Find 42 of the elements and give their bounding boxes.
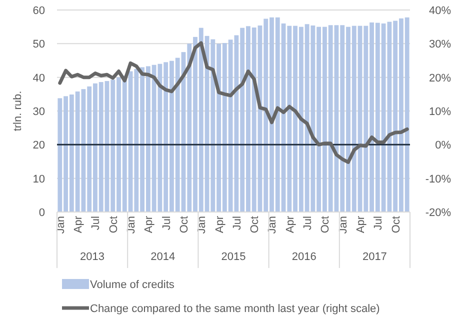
- text: 2013: [80, 251, 105, 263]
- text: 2017: [362, 251, 387, 263]
- y-tick-label: 30: [32, 106, 45, 118]
- y2-tick-label: 40%: [428, 5, 452, 17]
- y2-tick-label: -10%: [425, 173, 452, 186]
- x-tick-label: Apr: [355, 216, 368, 234]
- x-tick-label: Oct: [178, 216, 190, 234]
- y-tick-label: 60: [32, 5, 45, 17]
- legend-label: Change compared to the same month last year (right scale): [90, 303, 380, 315]
- x-tick-label: Oct: [108, 216, 120, 234]
- legend-label: Volume of credits: [90, 279, 175, 291]
- y-tick-label: 0: [38, 207, 45, 219]
- x-tick-label: Oct: [320, 216, 332, 234]
- x-tick-label: Jan: [126, 216, 138, 234]
- x-tick-label: Jan: [266, 216, 279, 234]
- x-tick-label: Apr: [72, 216, 85, 234]
- x-tick-label: Jan: [196, 216, 208, 234]
- y-tick-label: 10: [32, 173, 45, 186]
- text: 2016: [292, 251, 316, 263]
- x-tick-label: Jan: [337, 216, 350, 234]
- x-tick-label: Oct: [249, 216, 262, 234]
- text: 2015: [221, 251, 246, 263]
- line-series: [58, 41, 409, 164]
- x-tick-label: Jul: [302, 216, 314, 230]
- y2-tick-label: 0%: [435, 140, 452, 152]
- y-axis-title: trln. rub.: [12, 90, 24, 132]
- y-tick-label: 20: [32, 140, 45, 152]
- x-tick-label: Jul: [90, 216, 102, 230]
- x-tick-label: Apr: [214, 216, 226, 234]
- y2-tick-label: -20%: [425, 207, 452, 219]
- x-tick-label: Apr: [284, 216, 296, 234]
- x-tick-label: Jul: [160, 216, 173, 230]
- y-tick-label: 40: [32, 72, 45, 84]
- x-tick-label: Oct: [390, 216, 402, 234]
- y2-tick-label: 30%: [428, 38, 452, 51]
- y2-tick-label: 20%: [428, 72, 452, 84]
- y2-tick-label: 10%: [428, 106, 452, 118]
- x-tick-label: Apr: [143, 216, 156, 234]
- text: 2014: [150, 251, 176, 263]
- x-tick-label: Jul: [372, 216, 385, 230]
- y-tick-label: 50: [32, 38, 45, 51]
- x-tick-label: Jul: [231, 216, 244, 230]
